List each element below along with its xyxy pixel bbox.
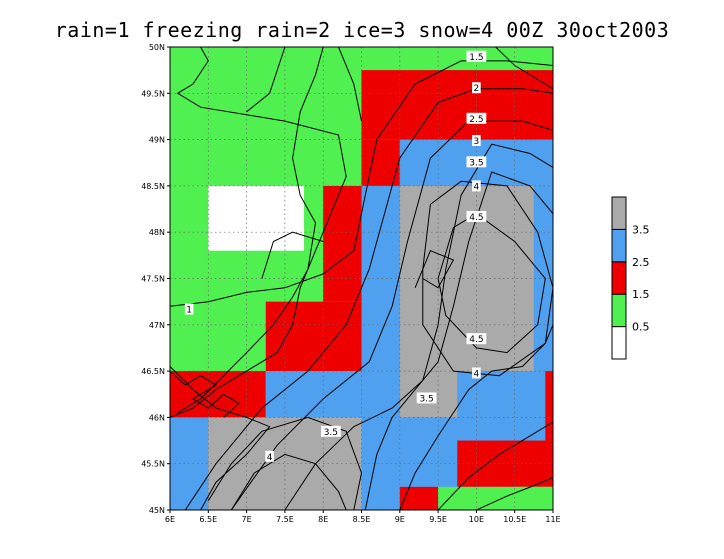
legend-swatch-1 [611,293,627,328]
contour-line-5 [399,324,553,510]
x-tick-label: 6E [165,515,175,524]
x-tick-label: 7E [242,515,252,524]
legend-label-0: 0.5 [632,321,650,334]
contour-label-box [466,333,487,345]
contour-label-8: 4 [474,369,480,379]
x-tick-label: 10E [469,515,484,524]
contour-line-6 [437,421,553,510]
x-tick-label: 6.5E [199,515,217,524]
contour-label-9: 3.5 [419,394,433,404]
legend-label-2: 2.5 [632,256,650,269]
contour-line-20 [414,250,455,289]
contour-label-11: 4 [267,453,273,463]
contour-label-7: 4.5 [469,335,483,345]
grid-lines [170,47,553,510]
contour-label-box [472,135,481,147]
contour-label-2: 2.5 [469,115,483,125]
shaded-cell-16 [457,417,553,441]
shaded-cell-17 [457,371,534,418]
contour-line-12 [170,47,347,418]
contour-label-box [466,50,487,62]
y-tick-label: 49.5N [141,89,165,98]
contour-line-11 [230,453,347,510]
x-tick-label: 8E [318,515,328,524]
contour-line-13 [246,47,286,113]
y-tick-label: 46N [149,413,165,422]
contour-label-box [466,210,487,222]
shaded-cell-2 [361,139,400,186]
shaded-cells [170,47,553,510]
legend-swatch-0 [611,326,627,360]
shaded-cell-19 [545,371,553,441]
y-tick-label: 45N [149,506,165,515]
contour-label-3: 3 [474,137,480,147]
contour-label-5: 4 [474,182,480,192]
shaded-cell-5 [323,185,362,302]
contour-line-4 [364,171,553,510]
shaded-cell-1 [361,70,553,140]
contour-label-box [472,180,481,192]
contour-line-8 [437,213,546,354]
shaded-cell-6 [265,301,362,372]
y-axis-ticks: 45N 45.5N 46N 46.5N 47N 47.5N 48N 48.5N 49N 49.5N… [141,43,170,515]
shaded-cell-23 [208,185,305,251]
contour-label-10: 3.5 [324,428,338,438]
legend-swatch-4 [611,196,627,230]
contour-line-7 [476,477,553,510]
x-tick-label: 7.5E [276,515,294,524]
y-tick-label: 46.5N [141,367,165,376]
contour-line-15 [170,366,271,510]
contour-label-box [265,450,274,462]
y-tick-label: 50N [149,43,165,52]
x-tick-label: 11E [545,515,560,524]
x-tick-label: 8.5E [353,515,371,524]
shaded-cell-18 [457,440,553,487]
x-tick-label: 9E [395,515,405,524]
contour-label-box [472,367,481,379]
x-tick-label: 10.5E [503,515,526,524]
contour-line-3 [284,143,553,510]
contour-label-box [416,392,437,404]
contour-line-16 [170,370,240,418]
y-tick-label: 47.5N [141,275,165,284]
contour-label-6: 4.5 [469,213,483,223]
color-legend: 0.5 1.5 2.5 3.5 [611,196,650,360]
contour-label-4: 3.5 [469,158,483,168]
contour-label-box [472,82,481,94]
contour-line-10 [207,416,363,510]
map-title: rain=1 freezing rain=2 ice=3 snow=4 00Z … [54,18,670,42]
contour-line-2 [230,120,553,510]
legend-label-3: 3.5 [632,223,650,236]
shaded-cell-22 [514,486,553,497]
y-tick-label: 47N [149,321,165,330]
contour-label-12: 1 [186,306,192,316]
y-tick-label: 45.5N [141,460,165,469]
shaded-cell-20 [399,486,439,510]
contour-line-18 [261,231,324,279]
contour-label-box [466,112,487,124]
contour-label-box [184,303,194,315]
contour-line-17 [338,47,362,122]
y-tick-label: 49N [149,136,165,145]
x-axis-ticks: 6E 6.5E 7E 7.5E 8E 8.5E 9E 9.5E 10E 10.5E 11E [165,510,561,524]
shaded-cell-25 [361,301,400,372]
legend-swatch-3 [611,228,627,263]
contour-label-1: 2 [474,84,480,94]
legend-label-1: 1.5 [632,288,650,301]
contour-line-19 [495,47,553,90]
y-tick-label: 48N [149,228,165,237]
contour-line-14 [177,47,324,414]
x-tick-label: 9.5E [429,515,447,524]
contour-line-1 [184,88,553,510]
shaded-cell-7 [170,371,266,418]
shaded-cell-10 [361,417,400,510]
y-tick-label: 48.5N [141,182,165,191]
contour-label-0: 1.5 [469,53,483,63]
contour-label-box [320,425,341,437]
legend-swatch-2 [611,261,627,295]
contour-labels: 1.5 2 2.5 3 3.5 4 4.5 4.5 4 3.5 3.5 4 1 [184,50,487,463]
contour-label-box [466,156,487,168]
contour-line-9 [422,180,553,377]
